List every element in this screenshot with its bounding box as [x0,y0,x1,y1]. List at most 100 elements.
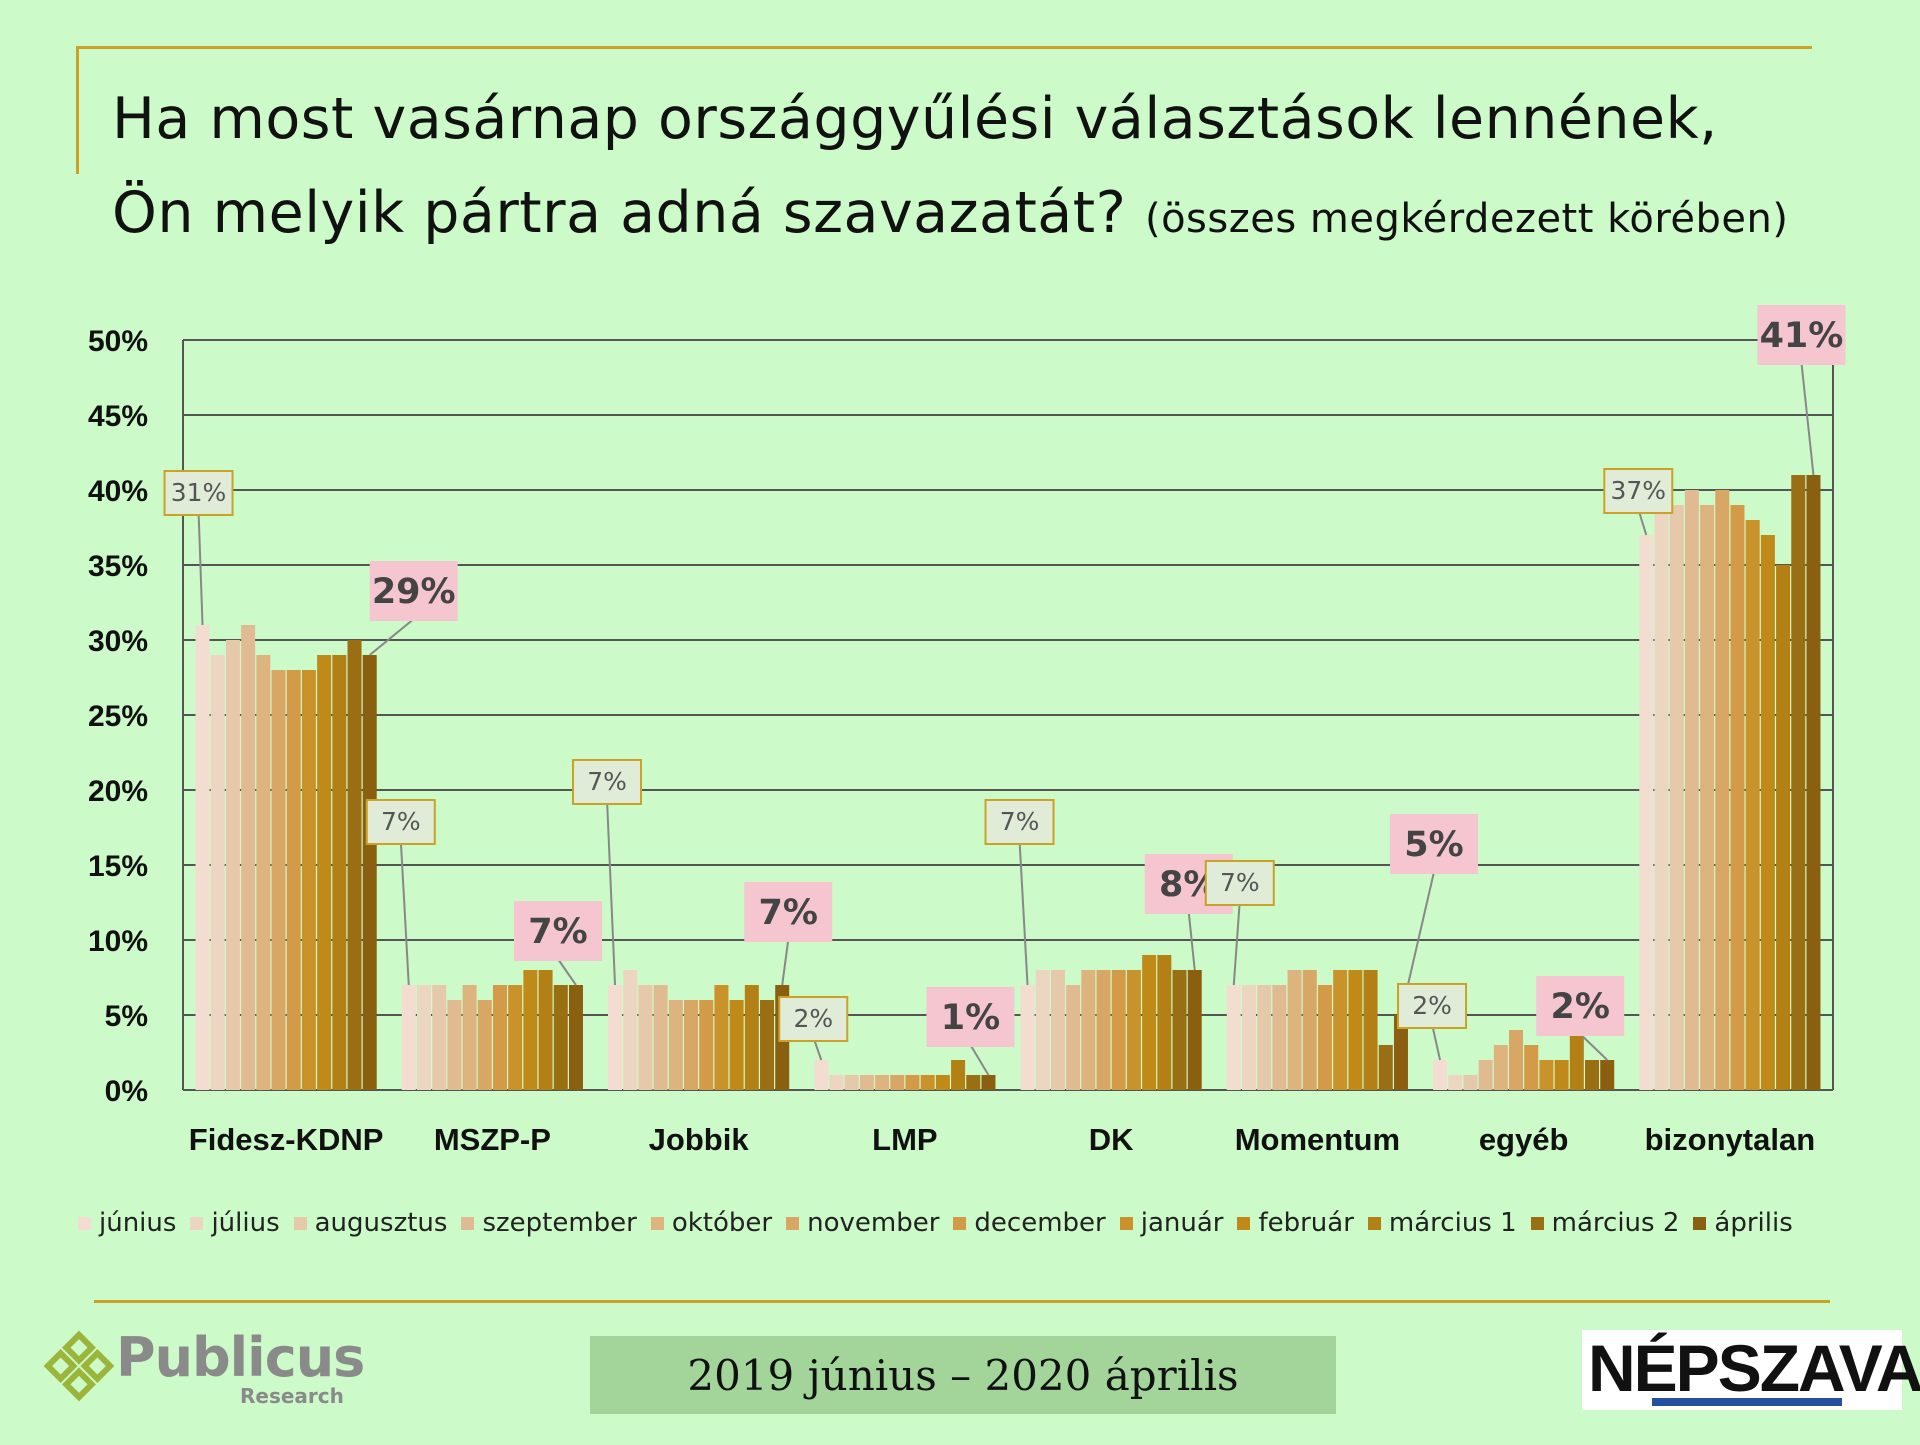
callout-leader [1018,839,1029,986]
callout-leader [969,1044,990,1076]
bar [1081,970,1096,1090]
bar [332,655,347,1090]
publicus-logo: Publicus Research [42,1320,365,1410]
bar [1478,1060,1493,1090]
bar [814,1060,829,1090]
first-value-label: 7% [381,807,421,836]
chart-subtitle: (összes megkérdezett körében) [1144,196,1789,242]
bar [1363,970,1378,1090]
callout-leader [1800,362,1815,476]
callout-leader [557,958,577,986]
bar [1715,490,1730,1090]
legend-label: március 1 [1388,1208,1517,1238]
bar [714,985,729,1090]
bar [286,670,301,1090]
legend-item: június [78,1208,176,1238]
bar [508,985,523,1090]
y-tick-label: 5% [105,1000,148,1033]
first-value-callout [778,996,849,1042]
callout-leader [606,799,617,986]
legend-swatch [953,1216,967,1230]
first-value-callout [1204,860,1275,906]
bar [462,985,477,1090]
nepszava-logo-bar [1652,1398,1842,1406]
y-tick-label: 30% [88,625,148,658]
legend-swatch [190,1216,204,1230]
legend-label: július [211,1208,280,1238]
legend-item: március 1 [1367,1208,1517,1238]
bar [1600,1060,1615,1090]
legend-swatch [78,1216,91,1230]
legend-label: április [1714,1208,1793,1238]
bar [760,1000,775,1090]
legend-item: március 2 [1530,1208,1679,1238]
bar [1142,955,1157,1090]
last-value-callout [744,882,833,942]
legend-label: szeptember [482,1208,637,1238]
title-line-1: Ha most vasárnap országgyűlési választás… [112,86,1718,152]
last-value-callout [369,561,458,621]
bar [744,985,759,1090]
bar [699,1000,714,1090]
legend-item: február [1237,1208,1354,1238]
bar [1187,970,1202,1090]
bar [447,1000,462,1090]
bar [1509,1030,1524,1090]
last-value-label: 5% [1404,825,1463,865]
last-value-label: 7% [759,893,818,933]
bar [638,985,653,1090]
bar [920,1075,935,1090]
callout-leader [1579,1033,1608,1061]
first-value-label: 7% [1000,807,1040,836]
title-frame-top [76,46,1812,49]
bar [301,670,316,1090]
bar [347,640,362,1090]
bar [1684,490,1699,1090]
legend-item: július [190,1208,280,1238]
y-tick-label: 25% [88,700,148,733]
legend-swatch [1237,1216,1251,1230]
category-label: bizonytalan [1645,1122,1816,1157]
bar [966,1075,981,1090]
bar [981,1075,996,1090]
y-tick-label: 40% [88,475,148,508]
bar [256,655,271,1090]
last-value-label: 7% [528,912,587,952]
bar [1524,1045,1539,1090]
bar [416,985,431,1090]
publicus-sub: Research [240,1384,344,1408]
category-label: Momentum [1235,1122,1400,1157]
bar [1066,985,1081,1090]
callout-leader [197,510,204,626]
bar [1806,475,1821,1090]
bar [653,985,668,1090]
bar [1020,985,1035,1090]
date-range: 2019 június – 2020 április [590,1336,1336,1414]
bar [1393,1015,1408,1090]
last-value-callout [1389,814,1478,874]
bar [1172,970,1187,1090]
bar [1096,970,1111,1090]
legend-swatch [1367,1216,1381,1230]
legend-swatch [461,1216,475,1230]
bar [1035,970,1050,1090]
legend-label: november [807,1208,940,1238]
legend-swatch [650,1216,664,1230]
bar [432,985,447,1090]
bar [1585,1060,1600,1090]
bar [1317,985,1332,1090]
bar [668,1000,683,1090]
callout-leader [399,839,410,986]
first-value-label: 7% [587,767,627,796]
legend-item: április [1693,1208,1793,1238]
bar [1669,505,1684,1090]
y-tick-label: 35% [88,550,148,583]
category-label: egyéb [1479,1122,1569,1157]
first-value-label: 31% [171,478,227,507]
title-line-2: Ön melyik pártra adná szavazatát? (össze… [112,166,1902,266]
legend-item: december [953,1208,1106,1238]
first-value-callout [572,759,643,805]
bar [210,655,225,1090]
bar [1333,970,1348,1090]
first-value-callout [163,470,234,516]
